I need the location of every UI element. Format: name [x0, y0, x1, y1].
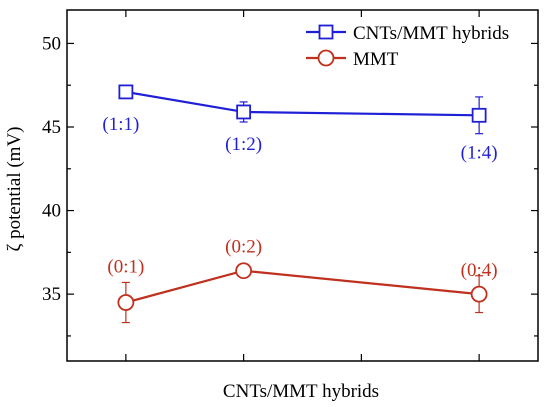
legend-label: MMT: [353, 49, 399, 70]
legend-label: CNTs/MMT hybrids: [353, 23, 509, 44]
y-tick-label: 45: [42, 117, 61, 138]
series-1-point-label: (1:2): [225, 134, 262, 155]
series-2-point-label: (0:4): [461, 260, 498, 281]
series-1-point-label: (1:4): [461, 142, 498, 163]
series-layer: [117, 84, 488, 324]
plot-frame: [66, 9, 539, 362]
point-labels-layer: (1:1) (1:2) (1:4) (0:1) (0:2) (0:4): [102, 114, 497, 281]
series-1-point-label: (1:1): [102, 114, 139, 135]
series-2-point: [235, 262, 253, 280]
series-1-point: [118, 84, 134, 100]
legend-marker: [317, 49, 335, 67]
axes-layer: 35 40 45 50: [42, 9, 539, 362]
y-axis-label: ζ potential (mV): [4, 126, 25, 251]
series-2-point: [117, 294, 135, 311]
series-2-point-label: (0:1): [107, 257, 144, 278]
series-1-point: [471, 107, 487, 123]
legend: CNTs/MMT hybrids MMT: [306, 23, 509, 70]
legend-marker: [318, 24, 334, 40]
x-axis-label: CNTs/MMT hybrids: [223, 381, 379, 402]
series-2-point-label: (0:2): [225, 237, 262, 258]
series-1-point: [236, 104, 252, 120]
y-tick-label: 50: [42, 33, 61, 54]
y-tick-label: 40: [42, 201, 61, 222]
series-1-line: [125, 90, 480, 117]
series-2-line: [125, 269, 480, 304]
series-2-point: [470, 285, 488, 303]
y-tick-label: 35: [42, 284, 61, 305]
